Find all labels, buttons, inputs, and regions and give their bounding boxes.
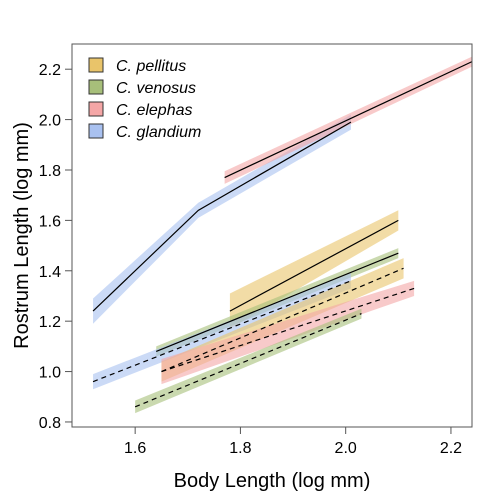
- c-elephas-solid-line: [224, 61, 472, 179]
- y-axis-title: Rostrum Length (log mm): [11, 122, 33, 349]
- legend-label-c-venosus: C. venosus: [116, 80, 196, 97]
- y-tick-label: 1.4: [39, 264, 61, 281]
- c-pellitus-solid-band: [229, 210, 399, 329]
- c-glandium-solid-band: [93, 114, 351, 324]
- y-tick-label: 0.8: [39, 415, 61, 432]
- legend-swatch-c-elephas: [88, 101, 104, 117]
- x-tick-label: 2.2: [440, 440, 462, 457]
- c-venosus-solid-line: [155, 252, 399, 352]
- y-tick-label: 1.2: [39, 314, 61, 331]
- x-axis: 1.6 1.8 2.0 2.2: [124, 427, 462, 457]
- y-tick-label: 2.2: [39, 62, 61, 79]
- y-tick-label: 1.6: [39, 213, 61, 230]
- y-tick-label: 1.8: [39, 163, 61, 180]
- y-axis: 0.8 1.0 1.2 1.4 1.6 1.8 2.0 2.2: [39, 62, 72, 432]
- legend-label-c-pellitus: C. pellitus: [116, 58, 186, 75]
- x-tick-label: 1.6: [124, 440, 146, 457]
- legend-label-c-glandium: C. glandium: [116, 124, 201, 141]
- c-glandium-solid-line: [92, 121, 352, 312]
- x-tick-label: 1.8: [229, 440, 251, 457]
- y-tick-label: 1.0: [39, 365, 61, 382]
- legend-swatch-c-glandium: [88, 123, 104, 139]
- legend-label-c-elephas: C. elephas: [116, 102, 193, 119]
- c-pellitus-dashed-line: [161, 267, 404, 373]
- legend: C. pellitus C. venosus C. elephas C. glandi…: [88, 57, 201, 141]
- confidence-bands: [93, 56, 472, 414]
- plot-frame: [71, 43, 473, 428]
- c-pellitus-solid-line: [229, 219, 399, 312]
- c-venosus-dashed-band: [135, 308, 362, 414]
- regression-lines: [92, 61, 472, 408]
- c-venosus-dashed-line: [134, 313, 362, 408]
- c-glandium-dashed-line: [92, 280, 352, 383]
- x-axis-title: Body Length (log mm): [174, 470, 371, 492]
- c-elephas-dashed-band: [161, 280, 415, 385]
- x-tick-label: 2.0: [335, 440, 357, 457]
- legend-swatch-c-pellitus: [88, 57, 104, 73]
- y-tick-label: 2.0: [39, 113, 61, 130]
- legend-swatch-c-venosus: [88, 79, 104, 95]
